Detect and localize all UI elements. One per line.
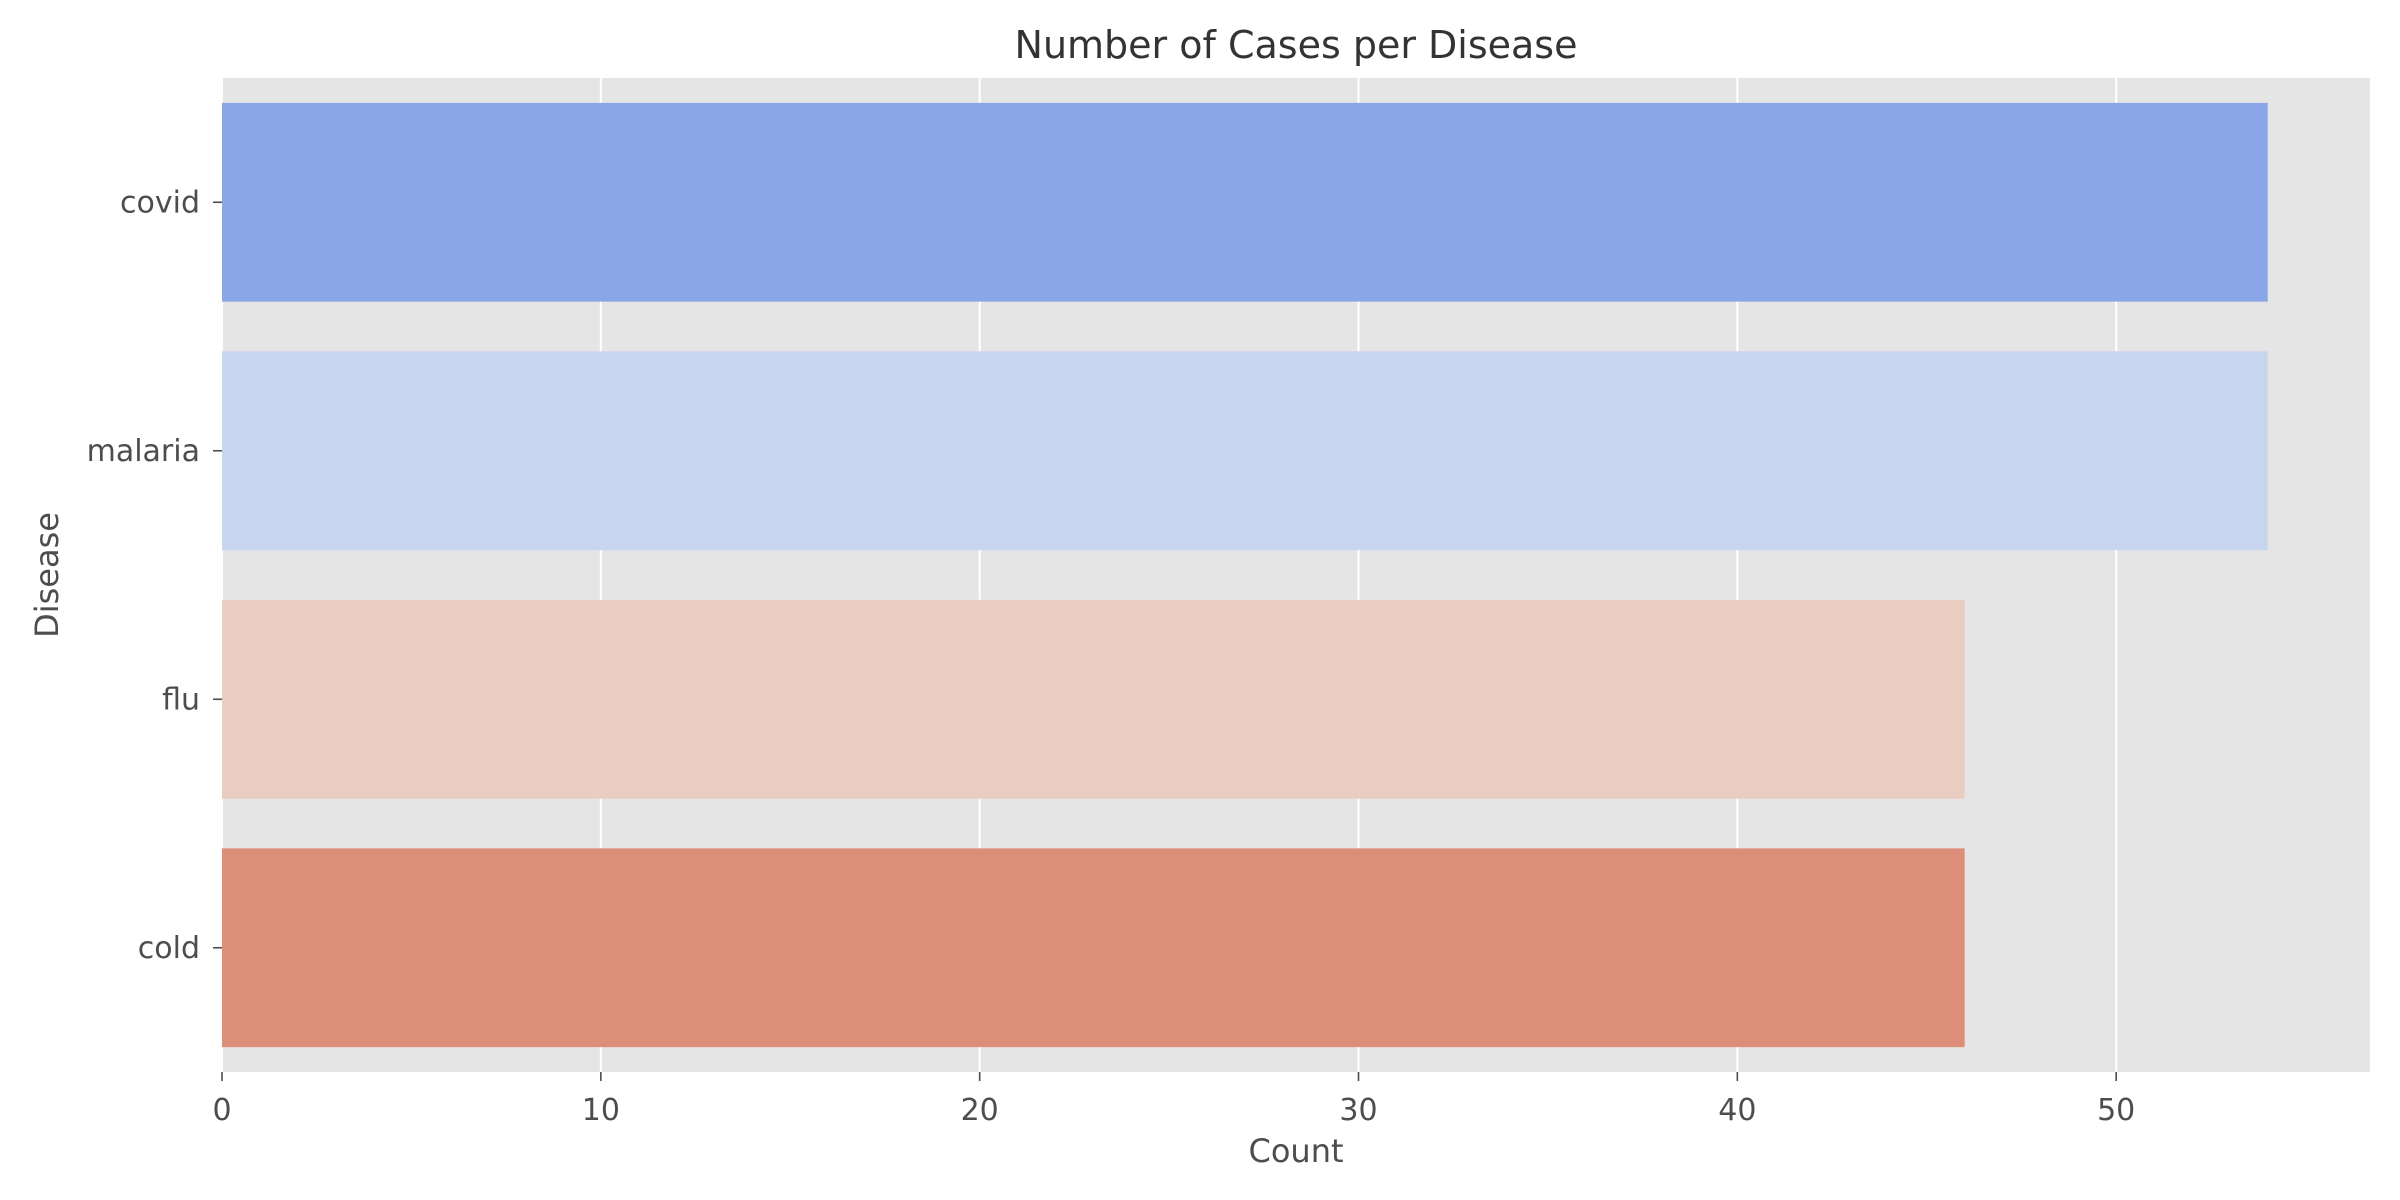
x-tick-label: 40 <box>1718 1093 1756 1128</box>
y-tick-label: flu <box>162 682 200 717</box>
chart-title: Number of Cases per Disease <box>1015 23 1578 67</box>
bar-malaria <box>222 351 2268 551</box>
y-tick-label: covid <box>120 185 200 220</box>
bars <box>222 102 2268 1048</box>
bar-covid <box>222 102 2268 302</box>
x-tick-label: 50 <box>2097 1093 2135 1128</box>
y-tick-label: malaria <box>87 434 200 469</box>
x-tick-label: 0 <box>212 1093 231 1128</box>
y-axis-title: Disease <box>28 512 66 638</box>
bar-flu <box>222 599 1965 799</box>
x-axis: 0 10 20 30 40 50 <box>212 1072 2135 1128</box>
y-tick-label: cold <box>138 931 200 966</box>
y-axis: covid malaria flu cold <box>87 185 222 966</box>
x-axis-title: Count <box>1248 1132 1343 1170</box>
bar-cold <box>222 848 1965 1048</box>
x-tick-label: 10 <box>582 1093 620 1128</box>
x-tick-label: 30 <box>1339 1093 1377 1128</box>
x-tick-label: 20 <box>961 1093 999 1128</box>
